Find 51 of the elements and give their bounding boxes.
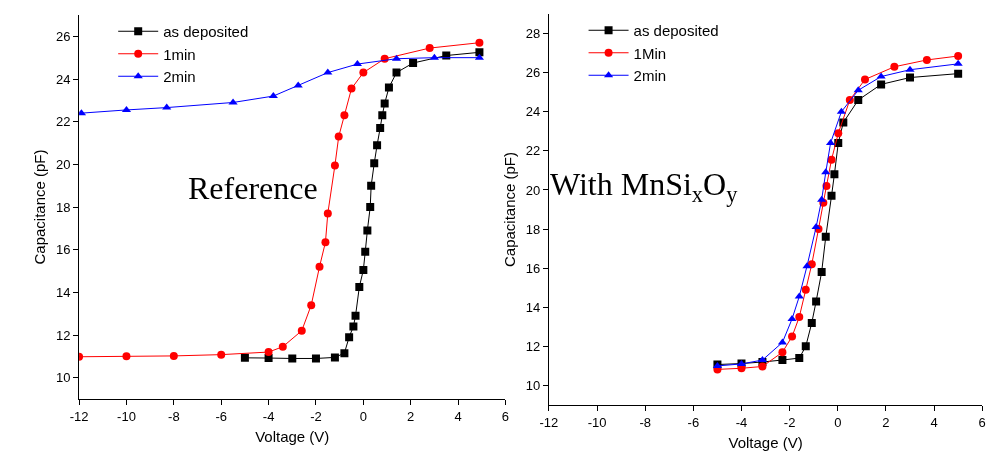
y-tick-label: 22 bbox=[525, 143, 541, 159]
x-tick-label: -4 bbox=[735, 414, 748, 430]
annotation: With MnSi$_{x}$O$_{y}$ bbox=[550, 166, 739, 207]
y-tick-label: 10 bbox=[525, 378, 541, 393]
y-tick-label: 10 bbox=[56, 370, 71, 386]
y-tick-label: 24 bbox=[56, 71, 71, 87]
annotation: Reference bbox=[188, 170, 318, 206]
legend-label: as deposited bbox=[633, 22, 719, 40]
y-axis-title: Capacitance (pF) bbox=[31, 149, 49, 265]
x-tick-label: -10 bbox=[587, 414, 607, 430]
x-tick-label: -12 bbox=[539, 414, 559, 430]
y-tick-label: 16 bbox=[56, 242, 71, 258]
y-tick-label: 18 bbox=[56, 199, 71, 215]
legend-label: 1min bbox=[163, 45, 196, 63]
x-tick-label: -6 bbox=[215, 408, 227, 424]
x-tick-label: -2 bbox=[310, 408, 322, 424]
x-tick-label: -8 bbox=[639, 414, 651, 430]
x-tick-label: -6 bbox=[687, 414, 700, 430]
x-tick-label: 4 bbox=[454, 408, 462, 424]
y-tick-label: 24 bbox=[525, 104, 541, 120]
y-tick-label: 12 bbox=[525, 338, 541, 354]
y-tick-label: 14 bbox=[56, 284, 71, 300]
y-tick-label: 20 bbox=[525, 182, 541, 198]
y-tick-label: 20 bbox=[56, 156, 71, 172]
x-axis-title: Voltage (V) bbox=[255, 427, 330, 445]
y-axis-title: Capacitance (pF) bbox=[501, 151, 519, 268]
x-tick-label: -12 bbox=[69, 408, 89, 424]
x-tick-label: -8 bbox=[168, 408, 180, 424]
x-tick-label: -10 bbox=[117, 408, 136, 424]
legend-label: 2min bbox=[163, 68, 196, 86]
y-tick-label: 28 bbox=[525, 26, 541, 42]
y-tick-label: 12 bbox=[56, 327, 71, 343]
x-tick-label: 2 bbox=[407, 408, 415, 424]
y-tick-label: 22 bbox=[56, 114, 71, 130]
y-tick-label: 16 bbox=[525, 260, 541, 276]
x-tick-label: 2 bbox=[882, 414, 890, 430]
y-tick-label: 18 bbox=[525, 221, 541, 237]
x-tick-label: 4 bbox=[930, 414, 938, 430]
x-tick-label: -2 bbox=[783, 414, 796, 430]
legend-label: 1Min bbox=[633, 44, 667, 62]
legend-label: 2min bbox=[633, 67, 667, 85]
x-tick-label: 6 bbox=[501, 408, 510, 424]
x-tick-label: 6 bbox=[978, 414, 986, 430]
x-tick-label: 0 bbox=[359, 408, 367, 424]
y-tick-label: 26 bbox=[56, 28, 71, 44]
x-axis-title: Voltage (V) bbox=[728, 433, 803, 451]
x-tick-label: 0 bbox=[834, 414, 842, 430]
x-tick-label: -4 bbox=[262, 408, 275, 424]
y-tick-label: 26 bbox=[525, 65, 541, 81]
legend-label: as deposited bbox=[163, 23, 249, 41]
y-tick-label: 14 bbox=[525, 299, 541, 315]
